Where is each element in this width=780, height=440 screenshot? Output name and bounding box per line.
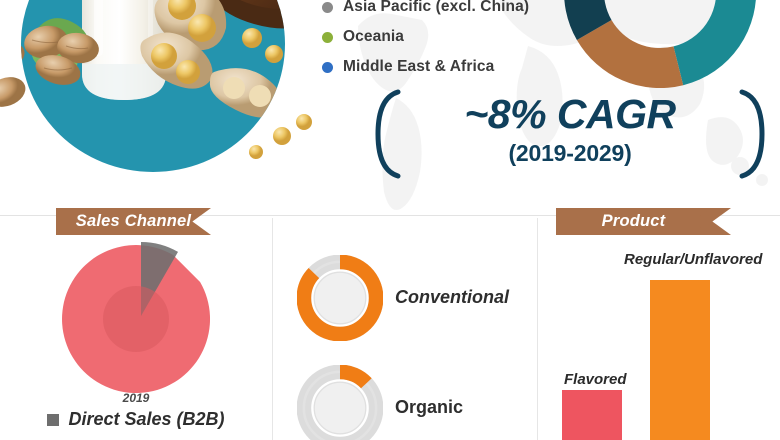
bar-label-flavored: Flavored — [564, 371, 627, 388]
panel-nature: Nature Conventional Organic — [273, 203, 731, 440]
top-section: Asia Pacific (excl. China) Oceania Middl… — [0, 0, 780, 210]
cagr-value: ~8% CAGR — [464, 91, 676, 137]
legend-label: Oceania — [343, 28, 405, 45]
legend-item-oceania[interactable]: Oceania — [322, 22, 552, 52]
gauge-label-conventional: Conventional — [395, 287, 510, 307]
world-map-background — [358, 0, 768, 210]
region-legend: Asia Pacific (excl. China) Oceania Middl… — [322, 0, 552, 82]
gauge-label-organic: Organic — [395, 397, 464, 417]
legend-label: Middle East & Africa — [343, 58, 495, 75]
legend-bullet-icon — [322, 1, 333, 13]
gauge-conventional[interactable] — [297, 255, 383, 341]
panel-sales-channel: Sales Channel 2019 Direct Sales (B2B) — [0, 203, 272, 440]
left-bracket-icon — [375, 89, 401, 179]
panel-title-product: Product — [556, 208, 711, 235]
bar-flavored[interactable] — [562, 390, 622, 440]
legend-label-direct-sales: Direct Sales (B2B) — [68, 409, 225, 429]
bar-regular-unflavored[interactable] — [650, 280, 710, 440]
sales-channel-legend[interactable]: Direct Sales (B2B) — [0, 409, 272, 430]
vertical-divider-1 — [272, 218, 273, 440]
gauge-organic[interactable] — [297, 365, 383, 440]
legend-bullet-icon — [322, 61, 333, 73]
legend-item-middle-east-africa[interactable]: Middle East & Africa — [322, 52, 552, 82]
vertical-divider-2 — [537, 218, 538, 440]
pie-year-label: 2019 — [122, 391, 150, 405]
right-bracket-icon — [739, 89, 765, 179]
panel-product: Product Regular/Unflavored Flavored — [538, 203, 780, 440]
horizontal-divider — [0, 215, 780, 216]
legend-bullet-icon — [322, 31, 333, 43]
region-donut-chart[interactable] — [540, 0, 780, 102]
cagr-period: (2019-2029) — [508, 140, 632, 166]
panel-title-sales-channel: Sales Channel — [56, 208, 211, 235]
legend-label: Asia Pacific (excl. China) — [343, 0, 530, 15]
hero-image-plant-milk — [0, 0, 312, 172]
legend-item-asia-pacific[interactable]: Asia Pacific (excl. China) — [322, 0, 552, 22]
bar-label-regular-unflavored: Regular/Unflavored — [624, 251, 763, 268]
sales-channel-pie-chart[interactable] — [36, 241, 236, 396]
legend-swatch-icon — [47, 413, 60, 426]
cagr-callout: ~8% CAGR (2019-2029) — [370, 88, 770, 180]
